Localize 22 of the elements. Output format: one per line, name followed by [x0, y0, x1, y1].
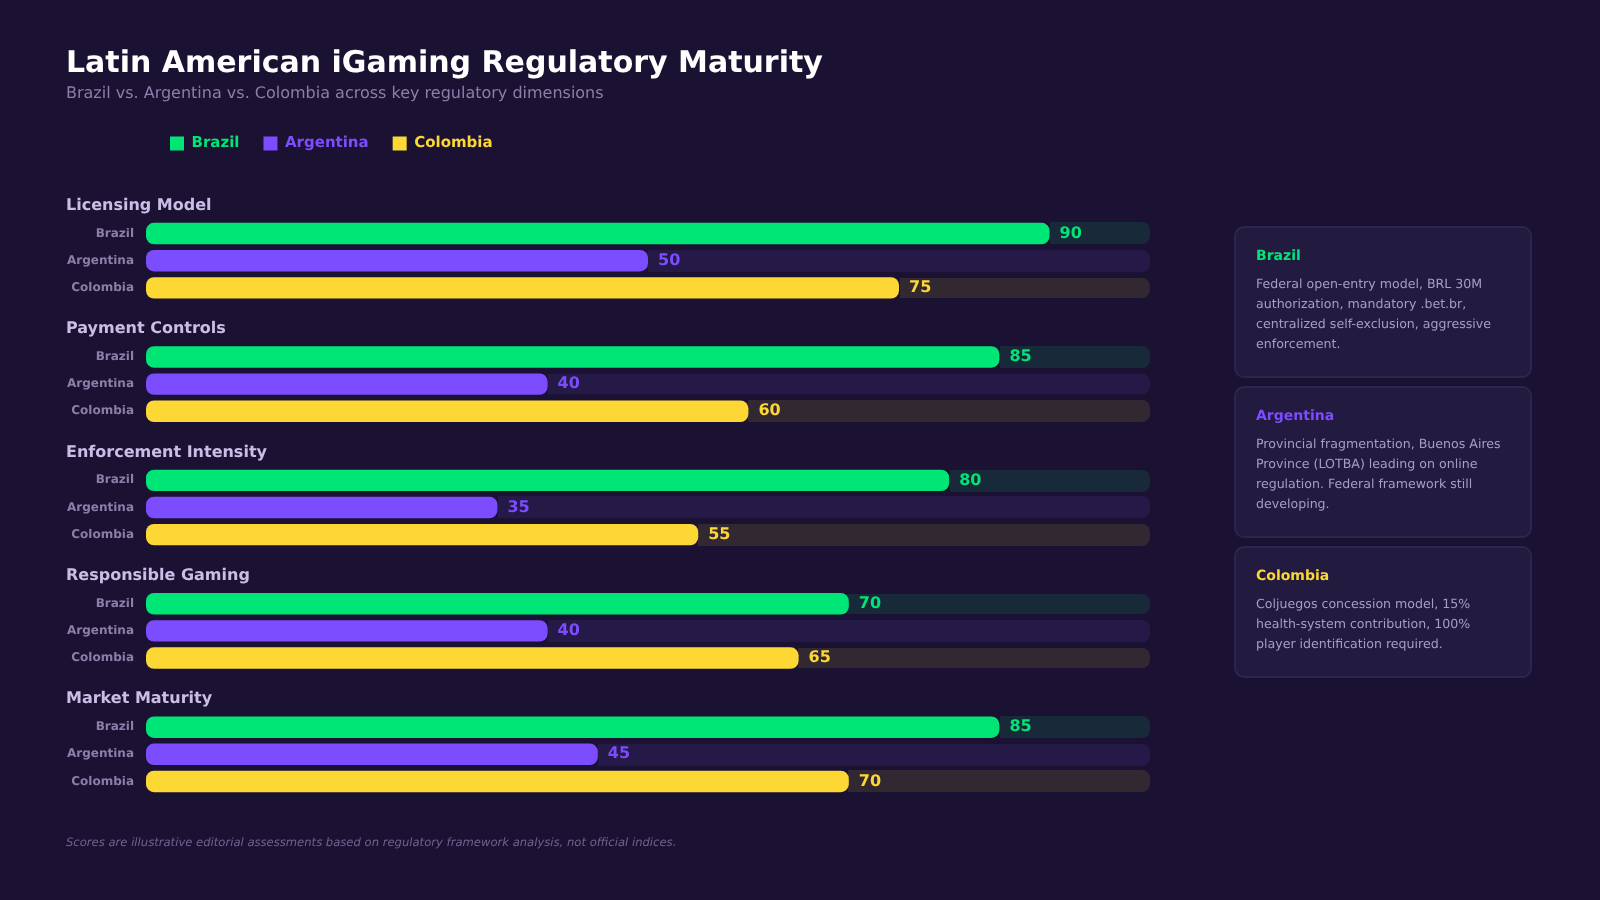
- data-label: 85: [1009, 347, 1033, 366]
- data-label: 45: [607, 744, 631, 763]
- data-label: 75: [909, 278, 933, 296]
- data-label: 80: [959, 470, 983, 489]
- data-label: 60: [758, 401, 782, 420]
- y-tick-label: Payment Controls: [66, 319, 227, 338]
- data-label: 35: [507, 497, 531, 516]
- y-tick-label: Responsible Gaming: [66, 565, 251, 584]
- y-tick-label: Licensing Model: [66, 195, 213, 214]
- data-label: 50: [658, 250, 682, 269]
- data-label: 70: [858, 771, 882, 790]
- y-tick-label: Market Maturity: [66, 689, 214, 708]
- data-label: 90: [1059, 223, 1083, 242]
- y-tick-label: Enforcement Intensity: [66, 442, 269, 461]
- data-label: 70: [858, 593, 882, 612]
- data-label: 65: [808, 648, 832, 667]
- data-label: 85: [1009, 717, 1033, 736]
- data-label: 40: [557, 374, 581, 393]
- data-label: 55: [708, 524, 732, 543]
- data-label: 40: [557, 621, 581, 640]
- chart-subtitle: Brazil vs. Argentina vs. Colombia across key regulatory dimensions: [66, 84, 604, 102]
- chart-title: Latin American iGaming Regulatory Maturity: [66, 44, 823, 80]
